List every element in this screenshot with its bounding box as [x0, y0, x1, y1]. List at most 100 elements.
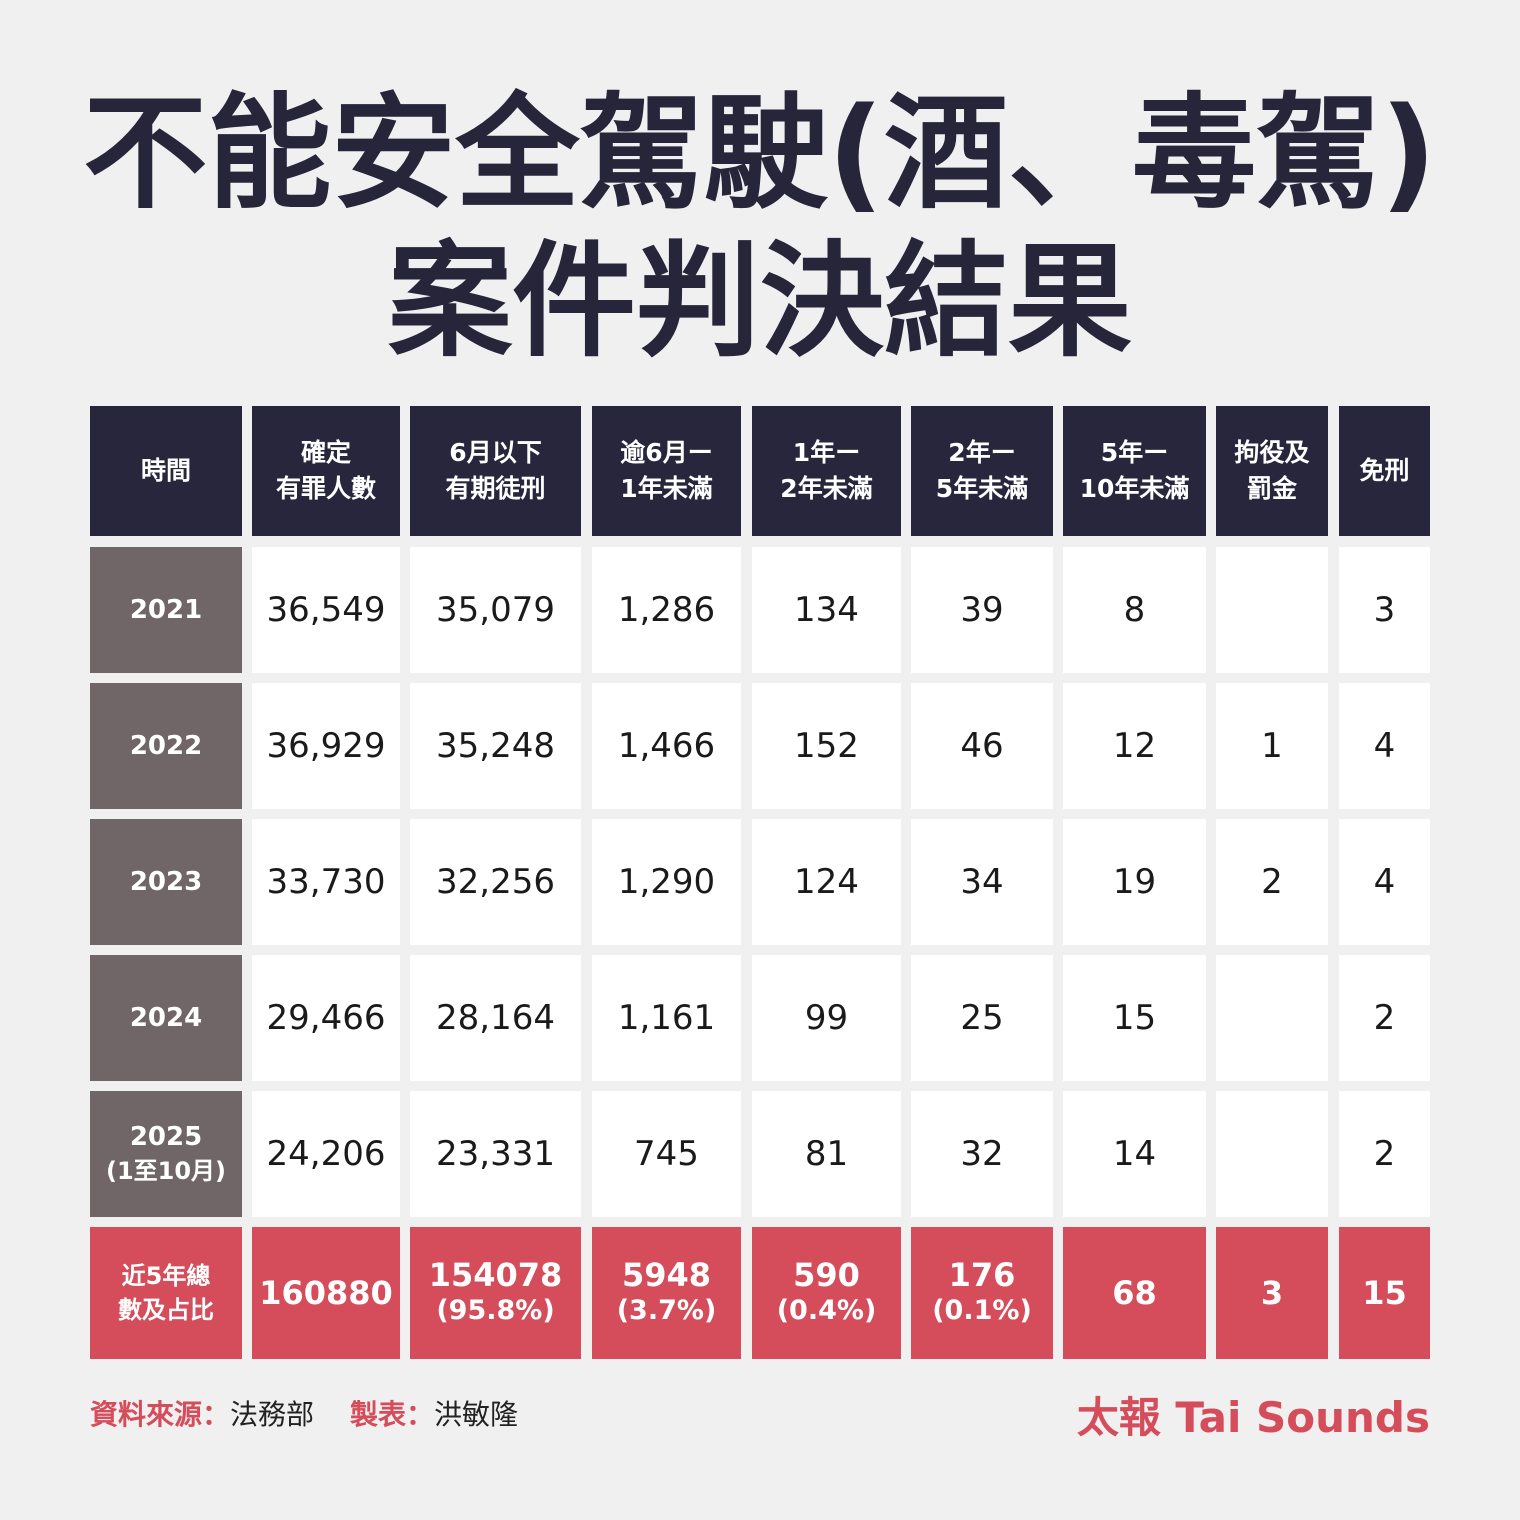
table-cell: 1,466: [592, 683, 741, 809]
table-cell: 19: [1063, 819, 1206, 945]
total-cell: 160880: [252, 1227, 400, 1359]
cell-value: 39: [960, 590, 1004, 630]
cell-value: 152: [794, 726, 859, 766]
total-cell: 3: [1216, 1227, 1328, 1359]
table-cell: [1216, 955, 1328, 1081]
cell-value: 2: [1373, 1134, 1396, 1174]
cell-value: 1,286: [617, 590, 716, 630]
table-cell: 1,290: [592, 819, 741, 945]
cell-value: 25: [960, 998, 1004, 1038]
table-cell: 35,079: [410, 547, 581, 673]
row-year: 2025 (1至10月): [90, 1091, 242, 1217]
table-cell: 36,929: [252, 683, 400, 809]
cell-value: 81: [804, 1134, 849, 1174]
year-label: 2021: [129, 595, 203, 625]
cell-value: 29,466: [266, 998, 386, 1038]
total-cell: 68: [1063, 1227, 1206, 1359]
total-cell: 590 (0.4%): [752, 1227, 901, 1359]
cell-value: 3: [1373, 590, 1396, 630]
total-value: 176: [948, 1256, 1016, 1294]
table-cell: 29,466: [252, 955, 400, 1081]
cell-value: 4: [1373, 862, 1396, 902]
cell-value: 134: [794, 590, 859, 630]
column-header-text: 2年ー: [948, 438, 1016, 467]
table-cell: 3: [1339, 547, 1430, 673]
column-header: 6月以下有期徒刑: [410, 406, 581, 536]
cell-value: 1,290: [617, 862, 716, 902]
table-cell: 15: [1063, 955, 1206, 1081]
cell-value: 34: [960, 862, 1004, 902]
cell-value: 1,161: [617, 998, 716, 1038]
column-header-text: 有期徒刑: [445, 474, 546, 503]
column-header: 拘役及 罰金: [1216, 406, 1328, 536]
column-header-text: 確定: [300, 438, 351, 467]
cell-value: 33,730: [266, 862, 386, 902]
brand-logo: 太報 Tai Sounds: [1076, 1393, 1430, 1442]
cell-value: 2: [1373, 998, 1396, 1038]
cell-value: 32,256: [436, 862, 555, 902]
column-header-text: 5年未滿: [935, 474, 1029, 503]
cell-value: 24,206: [266, 1134, 386, 1174]
table-cell: 134: [752, 547, 901, 673]
table-cell: 36,549: [252, 547, 400, 673]
cell-value: 15: [1112, 998, 1157, 1038]
cell-value: 23,331: [436, 1134, 555, 1174]
row-year: 2022: [90, 683, 242, 809]
cell-value: 28,164: [436, 998, 555, 1038]
cell-value: 36,929: [266, 726, 386, 766]
total-percent: (95.8%): [436, 1295, 555, 1326]
column-header-text: 拘役及: [1234, 438, 1310, 467]
author-label: 製表：: [350, 1398, 435, 1431]
total-cell: 154078 (95.8%): [410, 1227, 581, 1359]
year-label: 2023: [129, 867, 203, 897]
total-percent: (3.7%): [616, 1295, 717, 1326]
row-year: 2021: [90, 547, 242, 673]
title-line-2: 案件判決結果: [387, 230, 1132, 374]
footer-credits: 資料來源： 法務部 製表： 洪敏隆: [90, 1393, 518, 1433]
table-cell: 28,164: [410, 955, 581, 1081]
column-header-text: 罰金: [1246, 474, 1297, 503]
cell-value: 36,549: [266, 590, 386, 630]
column-header: 時間: [90, 406, 242, 536]
total-value: 15: [1362, 1274, 1407, 1312]
table-cell: 2: [1339, 955, 1430, 1081]
row-year: 2023: [90, 819, 242, 945]
column-header-text: 1年未滿: [620, 474, 713, 503]
author-value: 洪敏隆: [434, 1398, 519, 1431]
table-cell: 24,206: [252, 1091, 400, 1217]
total-percent: (0.4%): [776, 1295, 877, 1326]
cell-value: 46: [960, 726, 1004, 766]
table-cell: [1216, 1091, 1328, 1217]
column-header: 逾6月ー 1年未滿: [592, 406, 741, 536]
table-cell: 12: [1063, 683, 1206, 809]
cell-value: 124: [794, 862, 859, 902]
column-header-text: 6月以下: [449, 438, 542, 467]
row-year: 2024: [90, 955, 242, 1081]
table-cell: 124: [752, 819, 901, 945]
table-cell: 2: [1216, 819, 1328, 945]
total-label-text: 數及占比: [118, 1296, 214, 1324]
table-cell: 4: [1339, 683, 1430, 809]
year-note: (1至10月): [105, 1157, 227, 1185]
column-header: 確定 有罪人數: [252, 406, 400, 536]
total-value: 3: [1260, 1274, 1284, 1312]
total-cell: 176 (0.1%): [911, 1227, 1053, 1359]
table-cell: 33,730: [252, 819, 400, 945]
table-cell: 8: [1063, 547, 1206, 673]
cell-value: 4: [1373, 726, 1396, 766]
table-cell: 32,256: [410, 819, 581, 945]
column-header: 免刑: [1339, 406, 1430, 536]
column-header: 1年ー 2年未滿: [752, 406, 901, 536]
cell-value: 14: [1112, 1134, 1157, 1174]
table-cell: 1,161: [592, 955, 741, 1081]
column-header-text: 2年未滿: [780, 474, 873, 503]
table-cell: 2: [1339, 1091, 1430, 1217]
column-header: 2年ー 5年未滿: [911, 406, 1053, 536]
table-cell: 46: [911, 683, 1053, 809]
column-header-text: 有罪人數: [275, 474, 376, 503]
table-cell: 34: [911, 819, 1053, 945]
table-cell: 25: [911, 955, 1053, 1081]
column-header-text: 5年ー: [1100, 438, 1169, 467]
column-header: 5年ー 10年未滿: [1063, 406, 1206, 536]
